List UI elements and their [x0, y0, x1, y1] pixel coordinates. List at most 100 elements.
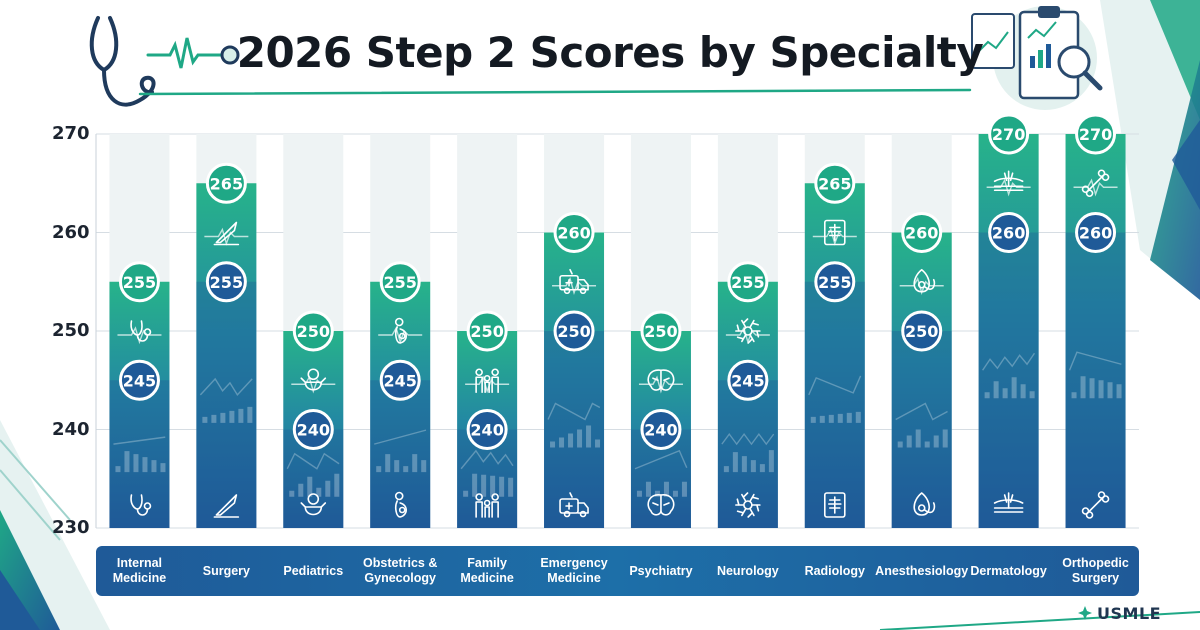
value-marker-teal — [814, 162, 856, 204]
ecg-line-decoration — [725, 326, 770, 345]
x-category-label: Emergency Medicine — [540, 556, 608, 585]
ecg-line-decoration — [812, 227, 857, 246]
value-marker-blue — [640, 409, 682, 450]
bar-decoration-chart — [113, 436, 166, 473]
value-marker-teal — [640, 310, 682, 352]
x-category-label: Radiology — [804, 563, 865, 578]
brain-icon — [647, 369, 675, 391]
corner-decoration-top-right — [1100, 0, 1200, 300]
bar-decoration-chart — [634, 449, 688, 497]
bar-lower-segment — [544, 331, 605, 528]
bars-layer: 255 245 265 255 250 240 255 245 250 240 260 250 250 2… — [109, 113, 1126, 528]
bar — [717, 281, 778, 528]
value-marker-teal — [727, 261, 769, 303]
anesthesia-mask-icon — [913, 492, 936, 516]
bar-decoration-chart — [808, 375, 862, 423]
value-label-blue: 240 — [297, 421, 330, 440]
value-marker-blue — [553, 310, 595, 352]
value-marker-blue — [379, 359, 421, 401]
ecg-line-decoration — [204, 227, 249, 246]
neuron-icon — [735, 318, 761, 344]
value-marker-blue — [901, 310, 943, 352]
pregnancy-icon — [394, 317, 407, 344]
x-category-label: Obstetrics & Gynecology — [363, 556, 438, 585]
y-tick-label: 260 — [52, 221, 90, 243]
value-label-blue: 245 — [731, 371, 764, 390]
value-marker-blue — [205, 261, 247, 303]
value-label-blue: 240 — [644, 421, 677, 440]
bar-decoration-chart — [460, 449, 514, 497]
scalpel-icon — [213, 494, 240, 518]
value-marker-blue — [1075, 212, 1117, 253]
ecg-line-decoration — [638, 375, 683, 394]
family-icon — [475, 493, 499, 518]
neuron-icon — [735, 492, 761, 518]
bar — [370, 281, 431, 528]
value-label-teal: 270 — [1079, 125, 1112, 144]
value-label-blue: 250 — [905, 322, 938, 341]
ecg-line-decoration — [378, 326, 423, 345]
bar-decoration-chart — [1068, 351, 1122, 399]
value-label-blue: 245 — [384, 371, 417, 390]
x-category-label: Surgery — [202, 563, 250, 578]
bar-lower-segment — [978, 232, 1039, 528]
xray-icon — [823, 492, 846, 518]
value-label-blue: 260 — [1079, 224, 1112, 243]
value-label-teal: 265 — [818, 174, 851, 193]
x-category-label: Neurology — [716, 563, 779, 578]
y-gridlines — [95, 133, 1139, 529]
value-label-teal: 250 — [470, 322, 503, 341]
value-marker-teal — [466, 310, 508, 352]
value-marker-teal — [292, 310, 334, 352]
value-label-teal: 250 — [644, 322, 677, 341]
bar-lower-segment — [109, 380, 170, 528]
value-label-teal: 260 — [557, 224, 590, 243]
bar-lower-segment — [196, 281, 257, 528]
stethoscope-icon — [130, 320, 152, 342]
x-category-label: Pediatrics — [283, 563, 344, 578]
bar — [196, 183, 257, 528]
value-marker-teal — [118, 261, 160, 303]
value-label-blue: 255 — [210, 273, 243, 292]
family-icon — [475, 368, 499, 394]
value-label-teal: 265 — [210, 174, 243, 193]
bar-lower-segment — [370, 380, 431, 528]
bar-lower-segment — [717, 380, 778, 528]
bar-decoration-chart — [547, 402, 601, 448]
value-label-teal: 255 — [384, 273, 417, 292]
value-marker-blue — [466, 409, 508, 450]
value-marker-blue — [814, 261, 856, 303]
value-label-teal: 250 — [297, 322, 330, 341]
y-tick-label: 230 — [52, 517, 90, 538]
value-marker-blue — [988, 212, 1030, 253]
brain-icon — [647, 494, 675, 516]
stethoscope-header-icon — [89, 16, 972, 107]
x-category-label: Psychiatry — [629, 563, 693, 578]
skin-layers-icon — [993, 492, 1024, 513]
x-category-label: Family Medicine — [460, 556, 514, 585]
value-marker-teal — [553, 212, 595, 253]
xray-icon — [823, 219, 846, 246]
scalpel-icon — [213, 221, 240, 246]
value-label-blue: 250 — [557, 322, 590, 341]
ambulance-icon — [559, 268, 589, 295]
value-label-blue: 260 — [992, 224, 1025, 243]
y-tick-label: 250 — [52, 320, 90, 341]
value-marker-blue — [727, 359, 769, 401]
bar-lower-segment — [804, 281, 865, 528]
x-category-label: Internal Medicine — [112, 556, 167, 585]
bar-decoration-chart — [199, 377, 253, 423]
brand-logo-text: USMLE — [1097, 604, 1162, 623]
baby-icon — [300, 368, 327, 391]
bar-decoration-chart — [374, 429, 427, 473]
value-marker-teal — [901, 212, 943, 253]
baby-icon — [300, 493, 327, 516]
corner-decoration-bottom-right — [879, 611, 1200, 630]
bar-decoration-chart — [721, 432, 775, 473]
value-marker-blue — [292, 409, 334, 450]
value-label-teal: 260 — [905, 224, 938, 243]
value-label-teal: 255 — [731, 273, 764, 292]
anesthesia-mask-icon — [913, 268, 936, 293]
value-label-blue: 255 — [818, 273, 851, 292]
